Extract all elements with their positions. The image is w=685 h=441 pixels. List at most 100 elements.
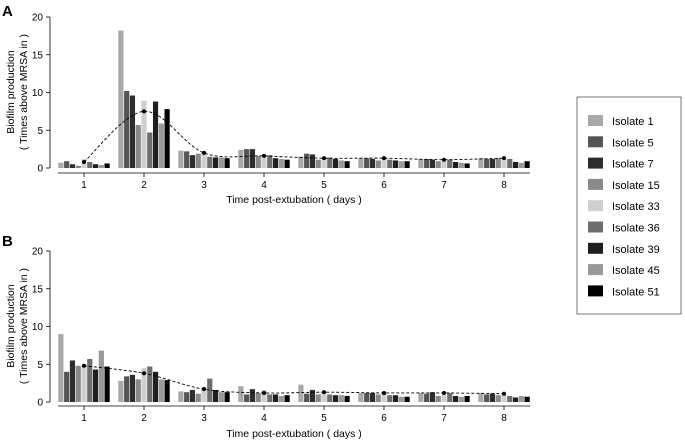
bar <box>404 161 410 168</box>
y-tick-label: 0 <box>37 398 43 409</box>
bar <box>124 376 130 402</box>
bar <box>284 159 290 168</box>
bar <box>118 30 124 169</box>
legend-items: Isolate 1 Isolate 5 Isolate 7 Isolate 15 Iso… <box>588 115 660 298</box>
bar <box>244 149 250 168</box>
bar <box>315 394 321 402</box>
y-tick-label: 15 <box>32 284 44 295</box>
x-tick-label: 2 <box>141 413 147 424</box>
bar <box>344 161 350 168</box>
bar <box>178 391 184 402</box>
bar <box>195 393 201 402</box>
x-tick-label: 2 <box>141 180 147 191</box>
bar <box>261 154 267 168</box>
panel-b-y-axis-title-line-1: Biofilm production <box>5 284 17 368</box>
panel-a-y-axis-title: Biofilm production ( Times above MRSA in… <box>5 34 30 150</box>
mean-point <box>382 390 386 395</box>
bar <box>424 158 430 168</box>
x-tick-label: 7 <box>441 180 447 191</box>
bar <box>507 395 513 402</box>
y-tick-label: 20 <box>32 13 44 24</box>
bar <box>429 392 436 402</box>
legend-label: Isolate 7 <box>612 159 654 171</box>
bar <box>441 161 447 168</box>
mean-point <box>142 371 146 376</box>
bar <box>238 386 244 402</box>
panel-b: B 0 5 10 15 20 1 2 3 4 5 6 7 8 Time post-extubation… <box>2 233 530 440</box>
y-tick-label: 5 <box>37 360 43 371</box>
bar <box>207 156 213 168</box>
bar <box>212 389 219 402</box>
bar <box>309 389 316 402</box>
mean-point <box>202 150 206 155</box>
bar <box>369 392 376 402</box>
legend-swatch <box>588 242 603 254</box>
mean-point <box>442 390 446 395</box>
bar <box>364 392 370 402</box>
bar <box>201 152 207 168</box>
bar <box>387 159 393 168</box>
bar <box>135 124 141 168</box>
bar <box>524 396 530 402</box>
bar <box>249 389 256 402</box>
bar <box>327 394 333 402</box>
x-tick-label: 6 <box>381 180 387 191</box>
bar <box>278 158 284 168</box>
x-tick-label: 8 <box>501 180 507 191</box>
panel-a-mean-line <box>82 109 506 164</box>
panel-b-x-axis-title: Time post-extubation ( days ) <box>226 428 362 440</box>
bar <box>184 151 190 168</box>
bar <box>255 392 261 402</box>
bar <box>304 393 310 402</box>
legend: Isolate 1 Isolate 5 Isolate 7 Isolate 15 Iso… <box>576 96 682 315</box>
bar <box>321 158 327 168</box>
bar <box>452 395 459 402</box>
bar <box>458 162 464 168</box>
bar <box>478 392 484 402</box>
panel-b-mean-line <box>82 363 506 396</box>
legend-swatch <box>588 200 603 212</box>
bar <box>447 392 453 402</box>
bar <box>118 380 124 402</box>
bar <box>147 132 153 168</box>
bar <box>124 90 130 168</box>
bar <box>524 161 530 168</box>
bar <box>284 395 290 402</box>
panel-b-y-axis-title-line-2: ( Times above MRSA in ) <box>18 268 30 384</box>
panel-b-y-axis-title: Biofilm production ( Times above MRSA in… <box>5 268 30 384</box>
bar <box>358 392 364 402</box>
x-tick-label: 3 <box>201 413 207 424</box>
bar <box>129 374 136 402</box>
bar <box>332 158 339 168</box>
bar <box>218 392 224 402</box>
bar <box>338 395 344 402</box>
bar <box>298 384 304 402</box>
bar <box>447 159 453 168</box>
mean-line <box>83 110 505 163</box>
bar <box>98 350 104 402</box>
bar <box>69 360 76 402</box>
legend-label: Isolate 5 <box>612 137 654 149</box>
bar <box>369 158 376 168</box>
bar <box>489 393 496 402</box>
y-tick-label: 15 <box>32 50 44 61</box>
bar <box>152 101 159 168</box>
bar <box>189 389 196 402</box>
bar <box>195 153 201 168</box>
mean-line <box>83 365 505 395</box>
x-tick-label: 8 <box>501 413 507 424</box>
bar <box>398 396 404 402</box>
bar <box>87 161 93 168</box>
legend-swatch <box>588 157 603 169</box>
bar <box>189 155 196 168</box>
bar <box>207 378 213 402</box>
mean-point <box>82 159 86 164</box>
bar <box>92 369 99 402</box>
mean-point <box>382 156 386 161</box>
panel-b-y-ticks: 0 5 10 15 20 <box>32 247 50 409</box>
bar <box>224 392 230 402</box>
bar <box>418 158 424 168</box>
bar <box>218 157 224 168</box>
bar <box>304 153 310 168</box>
bar <box>152 371 159 402</box>
